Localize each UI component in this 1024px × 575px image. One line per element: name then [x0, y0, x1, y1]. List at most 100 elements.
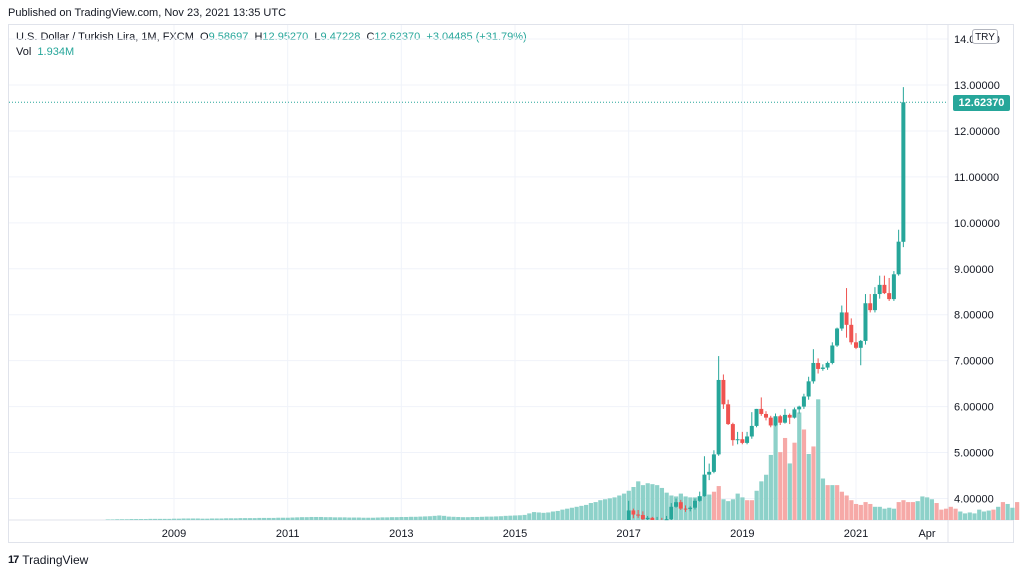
- candle-body: [626, 510, 631, 520]
- volume-bar: [437, 515, 442, 520]
- volume-bar: [451, 516, 456, 520]
- volume-bar: [702, 495, 707, 520]
- volume-bar: [612, 497, 617, 520]
- volume-bar: [394, 517, 399, 520]
- volume-bar: [972, 513, 977, 520]
- volume-bar: [839, 491, 844, 520]
- volume-bar: [711, 491, 717, 520]
- volume-bar: [565, 508, 570, 520]
- volume-bar: [513, 515, 518, 520]
- volume-bar: [925, 497, 930, 520]
- candle-body: [792, 409, 797, 418]
- change-value: +3.04485 (+31.79%): [426, 31, 527, 43]
- volume-bar: [209, 518, 215, 520]
- volume-bar: [446, 516, 451, 520]
- volume-bar: [882, 508, 887, 520]
- candle-body: [716, 379, 721, 455]
- close-label: C: [366, 31, 375, 43]
- volume-bar: [318, 516, 324, 520]
- volume-bar: [143, 519, 148, 520]
- volume-bar: [631, 487, 636, 520]
- candle-body: [839, 312, 844, 329]
- volume-bar: [588, 503, 593, 520]
- volume-bar: [868, 503, 873, 520]
- candle-body: [849, 324, 854, 343]
- volume-bar: [981, 511, 987, 520]
- currency-selector[interactable]: TRY: [972, 29, 998, 44]
- volume-bar: [484, 516, 489, 520]
- volume-bar: [863, 502, 868, 520]
- volume-bar: [404, 516, 409, 520]
- volume-bar: [280, 517, 286, 520]
- volume-bar: [787, 463, 792, 520]
- volume-bar: [726, 501, 731, 520]
- volume-bar: [920, 496, 925, 520]
- volume-bar: [891, 508, 897, 520]
- last-price-badge: 12.62370: [953, 95, 1010, 111]
- volume-bar: [172, 518, 177, 520]
- volume-bar: [228, 518, 234, 520]
- volume-bar: [333, 517, 338, 520]
- volume-bar: [162, 518, 167, 520]
- candle-body: [778, 416, 783, 423]
- volume-bar: [934, 503, 939, 520]
- volume-bar: [475, 516, 480, 520]
- volume-bar: [636, 481, 641, 520]
- candle-body: [811, 362, 816, 382]
- volume-bar: [854, 503, 859, 520]
- volume-bar: [527, 513, 532, 520]
- volume-bar: [768, 454, 773, 520]
- volume-bar: [574, 506, 579, 520]
- volume-bar: [380, 517, 385, 520]
- volume-bar: [361, 517, 366, 520]
- volume-bar: [295, 517, 300, 520]
- candle-body: [711, 454, 716, 472]
- y-tick-label: 12.00000: [954, 126, 1000, 138]
- volume-bar: [441, 515, 447, 520]
- volume-bar: [764, 474, 769, 520]
- y-tick-label: 9.00000: [954, 264, 994, 276]
- volume-bar: [536, 512, 541, 520]
- tradingview-brand[interactable]: 17 TradingView: [8, 553, 88, 567]
- volume-bar: [617, 495, 622, 520]
- volume-bar: [664, 492, 669, 520]
- volume-bar: [299, 517, 305, 520]
- candle-body: [697, 496, 702, 501]
- y-tick-label: 13.00000: [954, 80, 1000, 92]
- volume-bar: [119, 519, 125, 520]
- y-tick-label: 4.00000: [954, 494, 994, 506]
- volume-value: 1.934M: [37, 46, 75, 58]
- tradingview-logo-icon: 17: [8, 554, 19, 566]
- candle-body: [891, 274, 896, 300]
- volume-bar: [806, 454, 811, 520]
- volume-bar: [844, 495, 849, 520]
- candle-body: [740, 439, 745, 443]
- x-tick-label: 2019: [730, 528, 754, 540]
- volume-bar: [759, 481, 764, 520]
- volume-bar: [754, 490, 759, 520]
- volume-bar: [399, 516, 404, 520]
- volume-bar: [522, 514, 527, 520]
- volume-bar: [707, 494, 712, 520]
- volume-bar: [498, 516, 503, 520]
- volume-bar: [347, 517, 352, 520]
- chart-frame: [8, 24, 1014, 543]
- volume-bar: [186, 518, 191, 520]
- volume-bar: [560, 509, 565, 520]
- volume-bar: [456, 516, 461, 520]
- y-tick-label: 8.00000: [954, 310, 994, 322]
- volume-bar: [153, 518, 158, 520]
- volume-bar: [517, 515, 522, 520]
- candle-body: [868, 303, 873, 311]
- volume-bar: [432, 515, 437, 520]
- volume-bar: [958, 511, 963, 520]
- volume-bar: [579, 505, 584, 520]
- volume-bar: [470, 516, 475, 520]
- volume-bar: [967, 512, 972, 520]
- volume-bar: [479, 516, 485, 520]
- volume-bar: [427, 516, 432, 520]
- volume-bar: [939, 509, 944, 520]
- volume-bar: [219, 518, 224, 520]
- volume-bar: [233, 518, 238, 520]
